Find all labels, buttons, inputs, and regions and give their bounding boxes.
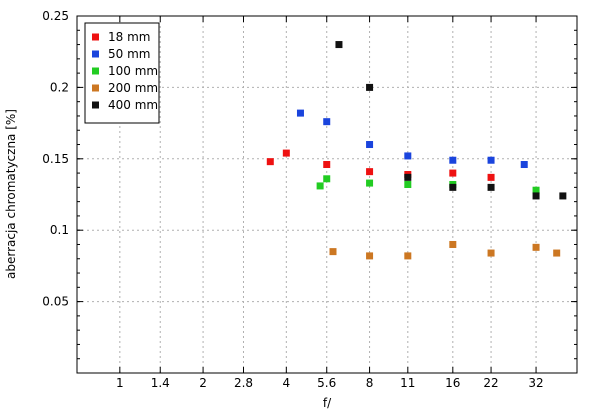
x-axis-label: f/ [323, 396, 332, 410]
data-point [487, 156, 495, 164]
x-tick-label: 8 [366, 376, 374, 390]
data-point [323, 161, 331, 169]
y-tick-label: 0.2 [50, 80, 69, 94]
y-tick-label: 0.1 [50, 223, 69, 237]
data-point [487, 249, 495, 257]
data-point [296, 109, 304, 117]
data-point [559, 192, 567, 200]
data-point [449, 183, 457, 191]
data-point [335, 41, 343, 49]
data-point [323, 118, 331, 126]
legend-label: 100 mm [108, 64, 158, 78]
legend-swatch [92, 67, 99, 75]
x-tick-label: 4 [283, 376, 291, 390]
data-point [553, 249, 561, 257]
legend-label: 50 mm [108, 47, 150, 61]
x-tick-label: 2 [199, 376, 207, 390]
data-point [520, 161, 528, 169]
data-point [266, 158, 274, 166]
data-point [487, 183, 495, 191]
legend-swatch [92, 33, 99, 41]
x-tick-label: 1.4 [151, 376, 170, 390]
data-point [329, 248, 337, 256]
y-tick-label: 0.15 [42, 152, 69, 166]
legend-label: 400 mm [108, 98, 158, 112]
x-tick-label: 1 [116, 376, 124, 390]
y-tick-label: 0.25 [42, 9, 69, 23]
data-point [404, 181, 412, 189]
legend-swatch [92, 84, 99, 92]
legend-swatch [92, 101, 99, 109]
data-points [266, 41, 567, 260]
data-point [366, 179, 374, 187]
x-tick-label: 16 [445, 376, 460, 390]
data-point [323, 175, 331, 183]
data-point [449, 169, 457, 177]
legend: 18 mm 50 mm 100 mm 200 mm 400 mm [84, 22, 160, 124]
data-point [449, 156, 457, 164]
data-point [282, 149, 290, 157]
x-tick-label: 32 [528, 376, 543, 390]
data-point [404, 252, 412, 260]
x-tick-label: 11 [400, 376, 415, 390]
legend-label: 200 mm [108, 81, 158, 95]
data-point [532, 243, 540, 251]
x-tick-label: 2.8 [234, 376, 253, 390]
data-point [404, 173, 412, 181]
data-point [532, 192, 540, 200]
data-point [366, 141, 374, 149]
tick-labels: 1 1.4 2 2.8 4 5.6 8 11 16 22 32 0.05 0.1 0.15 0.2 0.25 [42, 9, 543, 390]
data-point [404, 152, 412, 160]
legend-label: 18 mm [108, 30, 150, 44]
y-axis-label: aberracja chromatyczna [%] [4, 109, 18, 279]
x-tick-label: 22 [483, 376, 498, 390]
data-point [487, 173, 495, 181]
legend-swatch [92, 50, 99, 58]
data-point [316, 182, 324, 190]
y-tick-label: 0.05 [42, 295, 69, 309]
x-tick-label: 5.6 [317, 376, 336, 390]
data-point [366, 168, 374, 176]
data-point [449, 240, 457, 248]
data-point [532, 186, 540, 194]
ticks [77, 15, 577, 373]
data-point [366, 252, 374, 260]
data-point [366, 83, 374, 91]
